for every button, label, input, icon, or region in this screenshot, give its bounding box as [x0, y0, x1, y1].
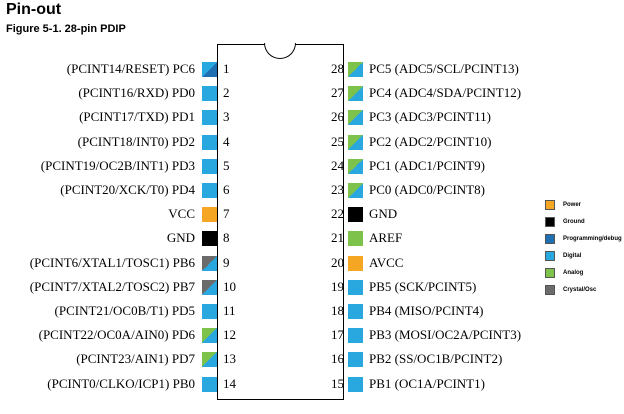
pin-label: (PCINT14/RESET) PC6: [66, 61, 195, 76]
pin-label: (PCINT22/OC0A/AIN0) PD6: [38, 327, 195, 343]
pin-color-box: [348, 279, 363, 295]
pin-number: 15: [331, 375, 344, 391]
pin-number: 2: [223, 85, 230, 101]
pin-color-box: [348, 62, 363, 77]
pin-label: (PCINT18/INT0) PD2: [77, 133, 195, 149]
pin-number: 14: [223, 375, 236, 391]
pin-label: (PCINT21/OC0B/T1) PD5: [54, 303, 195, 318]
legend-swatch: [545, 251, 555, 261]
pin-label: PC5 (ADC5/SCL/PCINT13): [369, 61, 519, 76]
pin-label: PB1 (OC1A/PCINT1): [369, 375, 485, 391]
pin-label: PC1 (ADC1/PCINT9): [369, 157, 485, 173]
legend-label: Analog: [563, 270, 584, 276]
pin-color-box: [202, 183, 217, 198]
pin-color-box: [202, 158, 217, 174]
pin-number: 10: [223, 278, 236, 294]
pin-color-box: [202, 304, 217, 319]
pin-number: 12: [223, 327, 236, 343]
legend-swatch: [545, 217, 555, 227]
pin-label: GND: [166, 230, 195, 246]
pin-label: (PCINT17/TXD) PD1: [79, 109, 195, 125]
pin-label: PB2 (SS/OC1B/PCINT2): [369, 351, 503, 367]
pin-label: (PCINT0/CLKO/ICP1) PB0: [47, 375, 195, 391]
pin-color-box: [348, 255, 363, 271]
pin-color-box: [348, 304, 363, 319]
pin-number: 19: [331, 278, 344, 294]
page-title: Pin-out: [6, 1, 62, 18]
pin-label: PB4 (MISO/PCINT4): [369, 303, 484, 318]
pin-color-box: [202, 328, 217, 344]
pin-number: 22: [331, 206, 344, 222]
figure-caption: Figure 5-1. 28-pin PDIP: [6, 23, 126, 35]
pin-color-box: [348, 231, 363, 247]
pin-number: 18: [331, 303, 344, 318]
pin-label: PB3 (MOSI/OC2A/PCINT3): [369, 327, 522, 343]
pin-number: 16: [331, 351, 344, 367]
pin-color-box: [348, 328, 363, 344]
pin-label: (PCINT7/XTAL2/TOSC2) PB7: [29, 278, 195, 294]
pin-label: AVCC: [369, 254, 404, 270]
legend-label: Crystal/Osc: [563, 287, 597, 293]
pin-number: 17: [331, 327, 344, 343]
pin-color-box: [348, 207, 363, 223]
pin-number: 23: [331, 182, 344, 197]
pin-number: 21: [331, 230, 344, 246]
legend-swatch: [545, 200, 555, 210]
pin-color-box: [202, 279, 217, 295]
pin-label: VCC: [168, 206, 195, 222]
pin-color-box: [348, 110, 363, 126]
legend-swatch: [545, 285, 555, 295]
pin-label: (PCINT23/AIN1) PD7: [76, 351, 195, 367]
pin-number: 20: [331, 254, 344, 270]
pin-color-box: [202, 134, 217, 150]
pin-color-box: [348, 352, 363, 368]
pin-label: GND: [369, 206, 398, 222]
pin-color-box: [202, 86, 217, 102]
pin-label: (PCINT16/RXD) PD0: [78, 85, 195, 101]
legend-swatch: [545, 234, 555, 244]
pin-number: 27: [331, 85, 344, 101]
pin-number: 1: [223, 61, 230, 76]
pin-color-box: [348, 376, 363, 392]
pin-label: PC0 (ADC0/PCINT8): [369, 182, 485, 197]
pin-number: 4: [223, 133, 230, 149]
pin-color-box: [348, 86, 363, 102]
pin-label: (PCINT6/XTAL1/TOSC1) PB6: [29, 254, 195, 270]
pin-color-box: [202, 231, 217, 247]
pin-number: 11: [223, 303, 236, 318]
pin-number: 9: [223, 254, 230, 270]
pin-number: 6: [223, 182, 230, 197]
pin-color-box: [202, 62, 217, 77]
pin-color-box: [202, 110, 217, 126]
pin-label: PC4 (ADC4/SDA/PCINT12): [369, 85, 522, 101]
pin-number: 25: [331, 133, 344, 149]
pin-number: 5: [223, 157, 230, 173]
pin-number: 3: [223, 109, 230, 125]
pin-color-box: [348, 158, 363, 174]
pin-label: (PCINT20/XCK/T0) PD4: [60, 182, 195, 197]
pin-color-box: [348, 134, 363, 150]
pin-number: 26: [331, 109, 344, 125]
chip-body: [217, 44, 344, 400]
pin-number: 28: [331, 61, 344, 76]
pin-number: 7: [223, 206, 230, 222]
pin-number: 8: [223, 230, 230, 246]
pin-color-box: [202, 207, 217, 223]
pin-color-box: [202, 255, 217, 271]
legend-label: Digital: [563, 253, 582, 259]
pin-color-box: [202, 376, 217, 392]
pin-label: AREF: [369, 230, 403, 246]
pin-number: 13: [223, 351, 236, 367]
pin-label: (PCINT19/OC2B/INT1) PD3: [40, 157, 195, 173]
legend-label: Power: [563, 202, 582, 208]
pin-color-box: [202, 352, 217, 368]
pin-label: PB5 (SCK/PCINT5): [369, 278, 477, 294]
pin-label: PC2 (ADC2/PCINT10): [369, 133, 492, 149]
pin-color-box: [348, 183, 363, 198]
pin-label: PC3 (ADC3/PCINT11): [369, 109, 491, 125]
legend-label: Ground: [563, 219, 585, 225]
pin-number: 24: [331, 157, 344, 173]
legend-swatch: [545, 268, 555, 278]
legend-label: Programming/debug: [563, 236, 622, 242]
